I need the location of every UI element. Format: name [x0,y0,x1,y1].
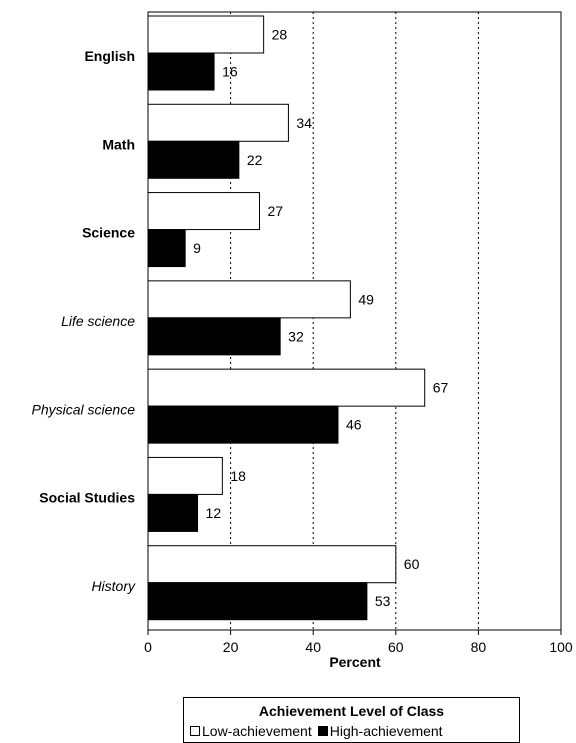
legend-title: Achievement Level of Class [258,703,445,719]
category-label-3: Life science [61,313,135,329]
x-tick-label-60: 60 [388,639,404,655]
value-label-high-5: 12 [206,505,222,521]
bar-low-1 [147,103,289,142]
plot-border [147,11,562,631]
x-tick-label-100: 100 [549,639,573,655]
bar-high-0 [147,52,215,91]
legend-item-high: High-achievement [317,723,443,739]
bar-high-1 [147,140,240,179]
value-label-high-2: 9 [193,240,201,256]
bars [147,15,426,621]
bar-high-4 [147,405,339,444]
value-label-low-0: 28 [272,27,288,43]
category-label-1: Math [102,136,135,152]
bar-low-3 [147,280,351,319]
legend-swatch-low [190,726,200,736]
bar-low-0 [147,15,265,54]
plot-frame [147,11,562,635]
legend-label-low: Low-achievement [202,723,312,739]
value-label-low-4: 67 [433,380,449,396]
legend-items: Low-achievement High-achievement [190,723,449,739]
bar-low-5 [147,456,223,495]
value-label-high-3: 32 [288,328,304,344]
value-label-high-1: 22 [247,152,263,168]
bar-high-2 [147,229,186,268]
value-label-low-5: 18 [230,468,246,484]
category-label-5: Social Studies [39,490,135,506]
gridlines [230,12,479,630]
x-tick-label-0: 0 [144,639,152,655]
legend-item-low: Low-achievement [190,723,312,739]
x-tick-label-40: 40 [305,639,321,655]
bar-low-6 [147,545,397,584]
bar-high-6 [147,582,368,621]
legend-label-high: High-achievement [329,723,443,739]
value-label-high-6: 53 [375,593,391,609]
category-label-6: History [91,578,136,594]
bar-low-2 [147,192,261,231]
legend: Achievement Level of Class Low-achieveme… [183,697,520,743]
value-label-high-0: 16 [222,64,238,80]
category-label-4: Physical science [32,401,136,417]
x-axis-label: Percent [329,654,381,670]
value-label-low-6: 60 [404,556,420,572]
category-label-0: English [84,48,135,64]
bar-high-5 [147,493,199,532]
legend-swatch-high [317,726,328,736]
bar-chart: 0 20 40 60 80 100 28 16 English 34 22 Math 27 9 Scienc… [32,11,573,670]
value-label-low-3: 49 [358,291,374,307]
value-label-high-4: 46 [346,417,362,433]
bar-low-4 [147,368,426,407]
labels: 0 20 40 60 80 100 28 16 English 34 22 Math 27 9 Scienc… [32,27,573,656]
category-label-2: Science [82,225,135,241]
x-tick-label-20: 20 [223,639,239,655]
value-label-low-1: 34 [296,115,312,131]
x-tick-label-80: 80 [471,639,487,655]
bar-high-3 [147,317,281,356]
value-label-low-2: 27 [268,203,284,219]
